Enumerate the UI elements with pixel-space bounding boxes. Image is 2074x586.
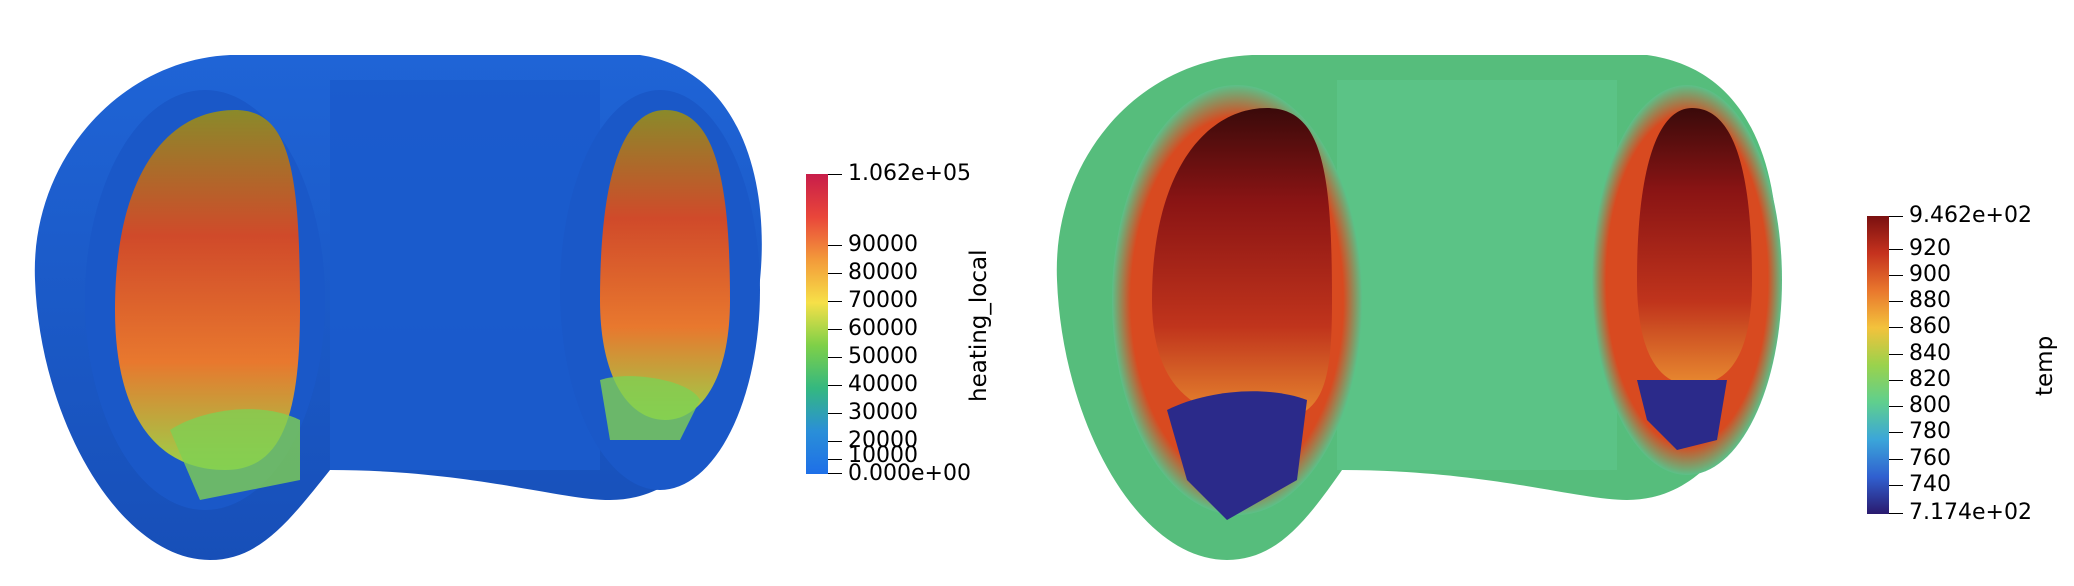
colorbar-tick-label: 800 bbox=[1909, 393, 1951, 418]
colorbar-tick bbox=[828, 473, 842, 474]
colorbar-tick bbox=[828, 273, 842, 274]
colorbar-tick bbox=[828, 357, 842, 358]
colorbar-tick bbox=[1889, 249, 1903, 250]
temp-colorbar-gradient bbox=[1867, 216, 1889, 514]
colorbar-tick-label: 880 bbox=[1909, 288, 1951, 313]
colorbar-tick-label: 20000 bbox=[848, 428, 918, 453]
heating-render-panel: 1.062e+05 90000 80000 70000 60000 50000 … bbox=[34, 55, 1036, 560]
colorbar-min-label: 0.000e+00 bbox=[848, 461, 971, 486]
colorbar-tick bbox=[1889, 485, 1903, 486]
colorbar-tick bbox=[828, 301, 842, 302]
colorbar-tick bbox=[1889, 354, 1903, 355]
temp-colorbar-title: temp bbox=[2032, 335, 2058, 396]
heating-colorbar-gradient bbox=[806, 174, 828, 474]
colorbar-tick-label: 50000 bbox=[848, 344, 918, 369]
heating-colorbar: 1.062e+05 90000 80000 70000 60000 50000 … bbox=[806, 162, 1036, 486]
colorbar-tick-label: 90000 bbox=[848, 232, 918, 257]
temp-render-panel: 9.462e+02 920 900 880 860 840 820 800 78… bbox=[1037, 0, 2074, 586]
colorbar-tick-label: 30000 bbox=[848, 400, 918, 425]
colorbar-tick bbox=[1889, 432, 1903, 433]
colorbar-tick-label: 840 bbox=[1909, 341, 1951, 366]
colorbar-tick bbox=[1889, 513, 1903, 514]
colorbar-tick bbox=[1889, 380, 1903, 381]
colorbar-tick bbox=[1889, 459, 1903, 460]
heating-colorbar-title: heating_local bbox=[966, 249, 992, 403]
heating-torus-render bbox=[34, 55, 762, 560]
colorbar-tick bbox=[828, 441, 842, 442]
colorbar-tick bbox=[1889, 301, 1903, 302]
colorbar-tick bbox=[828, 245, 842, 246]
colorbar-tick-label: 740 bbox=[1909, 472, 1951, 497]
colorbar-tick bbox=[1889, 275, 1903, 276]
colorbar-max-label: 9.462e+02 bbox=[1909, 203, 2032, 228]
colorbar-tick-label: 760 bbox=[1909, 446, 1951, 471]
colorbar-tick-label: 40000 bbox=[848, 372, 918, 397]
colorbar-tick-label: 780 bbox=[1909, 419, 1951, 444]
colorbar-tick bbox=[828, 459, 842, 460]
colorbar-tick bbox=[1889, 216, 1903, 217]
temp-torus-render bbox=[1056, 55, 1782, 560]
colorbar-tick-label: 60000 bbox=[848, 316, 918, 341]
colorbar-tick bbox=[828, 385, 842, 386]
colorbar-min-label: 7.174e+02 bbox=[1909, 500, 2032, 525]
colorbar-tick-label: 70000 bbox=[848, 288, 918, 313]
colorbar-tick-label: 920 bbox=[1909, 236, 1951, 261]
colorbar-tick-label: 10000 bbox=[848, 443, 918, 468]
colorbar-tick bbox=[1889, 406, 1903, 407]
colorbar-tick bbox=[828, 329, 842, 330]
colorbar-tick-label: 900 bbox=[1909, 262, 1951, 287]
colorbar-tick-label: 820 bbox=[1909, 367, 1951, 392]
colorbar-tick-label: 860 bbox=[1909, 314, 1951, 339]
temp-colorbar: 9.462e+02 920 900 880 860 840 820 800 78… bbox=[1867, 204, 2067, 525]
colorbar-tick bbox=[828, 413, 842, 414]
colorbar-tick-label: 80000 bbox=[848, 260, 918, 285]
colorbar-max-label: 1.062e+05 bbox=[848, 161, 971, 186]
colorbar-tick bbox=[1889, 327, 1903, 328]
colorbar-tick bbox=[828, 174, 842, 175]
